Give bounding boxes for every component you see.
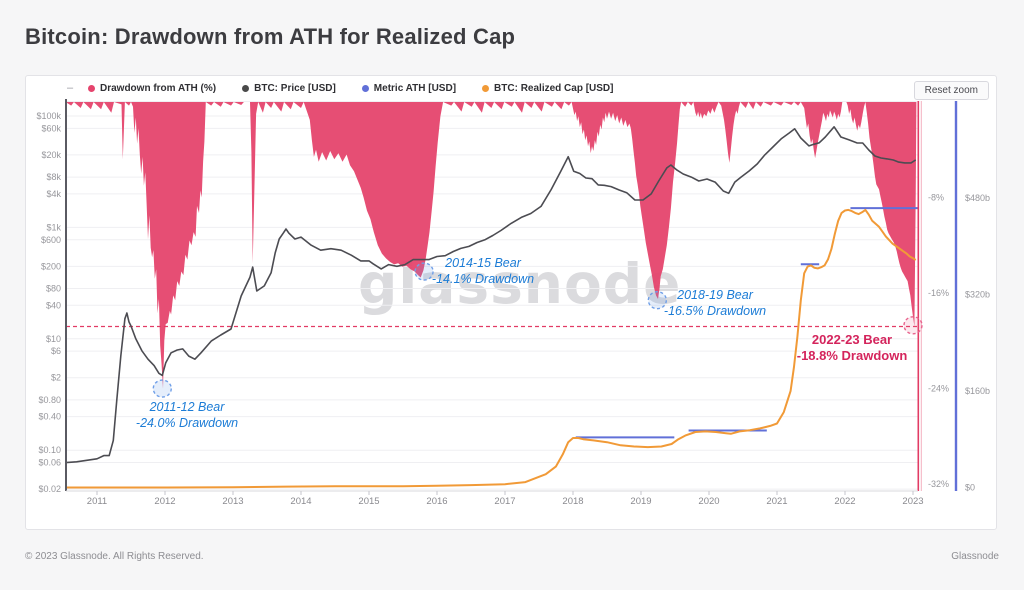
svg-text:$6: $6 (51, 346, 61, 356)
plot-area[interactable]: $100k $60k $20k $8k $4k $1k $600 $200 $80 $40 $10 $… (26, 76, 996, 529)
svg-text:$80: $80 (46, 283, 61, 293)
realized-cap-series (66, 208, 917, 489)
svg-text:$480b: $480b (965, 193, 990, 203)
svg-text:$600: $600 (41, 235, 61, 245)
svg-text:$10: $10 (46, 334, 61, 344)
current-date-line (917, 101, 922, 491)
annotation-2014-15-bear: 2014-15 Bear -14.1% Drawdown (431, 256, 535, 286)
svg-text:2016: 2016 (426, 496, 447, 507)
legend-dot-icon (482, 85, 490, 92)
legend-item-1[interactable]: Drawdown from ATH (%) (88, 83, 216, 94)
svg-text:-16%: -16% (928, 288, 949, 298)
svg-text:2012: 2012 (154, 496, 175, 507)
svg-text:$20k: $20k (41, 150, 61, 160)
drawdown-area-series (66, 102, 917, 389)
annotation-2022-23-bear: 2022-23 Bear -18.8% Drawdown (796, 332, 908, 364)
legend-dot-icon (361, 85, 369, 92)
svg-text:2019: 2019 (630, 496, 651, 507)
svg-text:$160b: $160b (965, 386, 990, 396)
grid (66, 101, 918, 490)
legend-dot-icon (88, 85, 95, 92)
legend-item-4[interactable]: BTC: Realized Cap [USD] (482, 83, 613, 94)
svg-text:$4k: $4k (46, 189, 61, 199)
svg-text:$2: $2 (51, 373, 61, 383)
chart-card: – Drawdown from ATH (%) BTC: Price [USD] M… (25, 75, 997, 530)
svg-text:2023: 2023 (902, 496, 923, 507)
legend: Drawdown from ATH (%) BTC: Price [USD] Met… (88, 83, 613, 94)
svg-text:$40: $40 (46, 300, 61, 310)
legend-label: BTC: Realized Cap [USD] (494, 83, 614, 94)
legend-label: Metric ATH [USD] (373, 83, 457, 94)
svg-text:$0.10: $0.10 (38, 445, 61, 455)
metric-ath-series (575, 207, 918, 439)
svg-text:2013: 2013 (222, 496, 243, 507)
svg-text:2018: 2018 (562, 496, 583, 507)
svg-text:2017: 2017 (494, 496, 515, 507)
x-axis: 2011 2012 2013 2014 2015 2016 2017 2018 2019 2020… (87, 491, 924, 507)
annotation-2011-12-bear: 2011-12 Bear -24.0% Drawdown (135, 400, 239, 430)
legend-label: Drawdown from ATH (%) (100, 83, 217, 94)
svg-text:2014: 2014 (290, 496, 311, 507)
left-axis: $100k $60k $20k $8k $4k $1k $600 $200 $80 $40 $10 $… (36, 111, 61, 494)
svg-text:$0.80: $0.80 (38, 395, 61, 405)
annotation-2018-19-bear: 2018-19 Bear -16.5% Drawdown (663, 288, 767, 318)
svg-text:2021: 2021 (766, 496, 787, 507)
axes (65, 99, 958, 492)
svg-text:$60k: $60k (41, 123, 61, 133)
svg-text:$320b: $320b (965, 289, 990, 299)
price-line-series (66, 126, 917, 464)
legend-item-2[interactable]: BTC: Price [USD] (242, 83, 336, 94)
svg-text:$0.40: $0.40 (38, 412, 61, 422)
footer-brand: Glassnode (951, 551, 999, 562)
svg-text:-32%: -32% (928, 479, 949, 489)
svg-text:$0.02: $0.02 (38, 484, 61, 494)
page-title: Bitcoin: Drawdown from ATH for Realized … (25, 24, 516, 49)
legend-item-3[interactable]: Metric ATH [USD] (361, 83, 457, 94)
legend-dot-icon (242, 85, 250, 92)
bear-market-circles (152, 262, 923, 398)
legend-label: BTC: Price [USD] (254, 83, 336, 94)
svg-text:2015: 2015 (358, 496, 379, 507)
right-axis: -8% -16% -24% -32% $480b $320b $160b $0 (928, 193, 990, 493)
svg-text:$1k: $1k (46, 222, 61, 232)
svg-text:-8%: -8% (928, 193, 944, 203)
svg-text:$8k: $8k (46, 172, 61, 182)
svg-text:2022: 2022 (834, 496, 855, 507)
reset-zoom-button[interactable]: Reset zoom (913, 81, 989, 100)
svg-text:$100k: $100k (36, 111, 61, 121)
svg-text:-24%: -24% (928, 384, 949, 394)
legend-dash: – (67, 82, 74, 94)
svg-text:$0.06: $0.06 (38, 458, 61, 468)
svg-text:2011: 2011 (87, 496, 107, 507)
svg-text:$200: $200 (41, 261, 61, 271)
svg-text:$0: $0 (965, 483, 975, 493)
svg-text:2020: 2020 (698, 496, 719, 507)
footer-copyright: © 2023 Glassnode. All Rights Reserved. (25, 551, 204, 562)
